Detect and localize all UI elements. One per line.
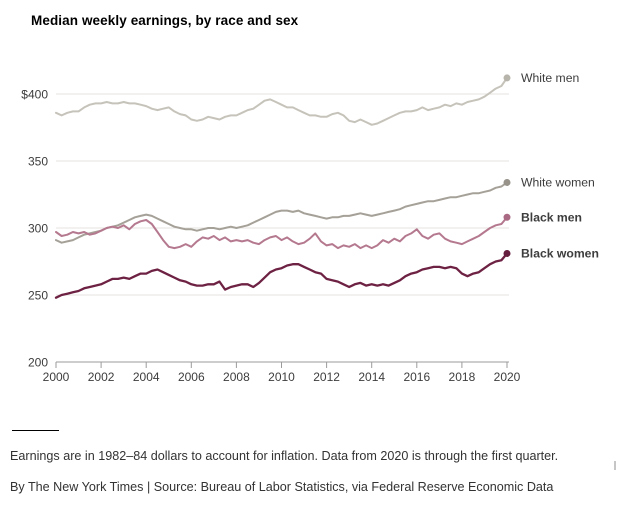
line-black-women	[54, 252, 509, 299]
byline-source: By The New York Times | Source: Bureau o…	[10, 480, 554, 494]
endpoint-dot-white-women	[503, 178, 511, 186]
footnote: Earnings are in 1982–84 dollars to accou…	[10, 449, 559, 463]
endpoint-dot-black-men	[503, 213, 511, 221]
x-tick-label-2014: 2014	[358, 370, 385, 384]
x-tick-label-2018: 2018	[449, 370, 476, 384]
y-tick-label-400: $400	[21, 88, 48, 102]
x-tick-label-2010: 2010	[268, 370, 295, 384]
y-tick-label-350: 350	[28, 155, 48, 169]
x-tick-label-2020: 2020	[494, 370, 521, 384]
footer-divider	[12, 430, 59, 431]
chart-title: Median weekly earnings, by race and sex	[31, 13, 299, 28]
x-tick-label-2004: 2004	[133, 370, 160, 384]
series-label-black-women: Black women	[521, 246, 599, 260]
x-tick-label-2002: 2002	[88, 370, 115, 384]
x-tick-label-2016: 2016	[403, 370, 430, 384]
x-tick-label-2012: 2012	[313, 370, 340, 384]
series-label-white-men: White men	[521, 71, 579, 85]
x-tick-label-2006: 2006	[178, 370, 205, 384]
y-tick-label-250: 250	[28, 289, 48, 303]
line-white-women	[55, 181, 508, 244]
series-label-black-men: Black men	[521, 210, 582, 224]
x-tick-label-2008: 2008	[223, 370, 250, 384]
y-tick-label-300: 300	[28, 222, 48, 236]
endpoint-dot-white-men	[503, 74, 511, 82]
line-white-men	[55, 76, 508, 126]
y-tick-label-200: 200	[28, 356, 48, 370]
x-tick-label-2000: 2000	[43, 370, 70, 384]
series-label-white-women: White women	[521, 175, 595, 189]
endpoint-dot-black-women	[503, 249, 511, 257]
line-black-men	[55, 216, 508, 250]
scrollbar-artifact	[614, 461, 616, 470]
